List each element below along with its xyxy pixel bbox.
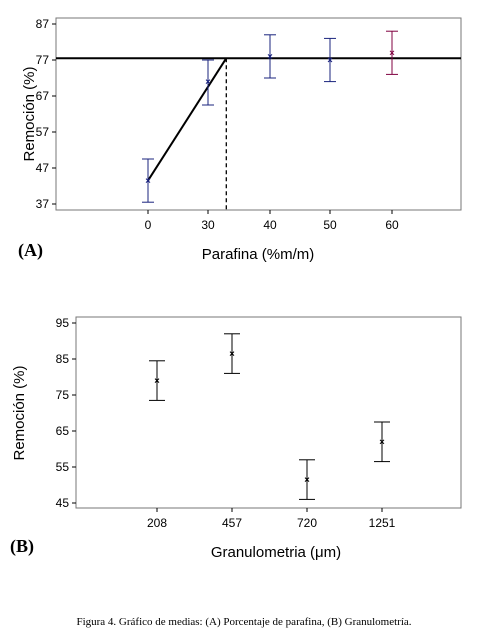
chart-a-panel-label: (A) bbox=[18, 240, 43, 261]
chart-a-ytick-label: 87 bbox=[36, 17, 50, 31]
chart-b-mean-marker bbox=[229, 351, 235, 356]
chart-a-plot-area bbox=[55, 17, 462, 211]
chart-b-xlabel: Granulometria (μm) bbox=[211, 544, 341, 561]
chart-a-ytick-label: 37 bbox=[36, 197, 50, 211]
chart-a-xtick-label: 40 bbox=[263, 218, 277, 232]
chart-a-ytick-label: 67 bbox=[36, 89, 50, 103]
chart-b-xtick-label: 720 bbox=[297, 516, 317, 530]
chart-a-xlabel: Parafina (%m/m) bbox=[202, 246, 315, 263]
chart-a-ylabel: Remoción (%) bbox=[21, 66, 38, 161]
chart-a-mean-marker bbox=[327, 57, 333, 63]
chart-a-mean-marker bbox=[145, 178, 151, 183]
chart-b-ytick-label: 85 bbox=[56, 352, 70, 366]
chart-a-errorbar bbox=[202, 59, 214, 106]
chart-b-mean-marker bbox=[304, 477, 310, 482]
chart-b-plot-area bbox=[75, 316, 462, 509]
chart-a-mean-marker bbox=[389, 50, 395, 56]
chart-b-xtick-label: 457 bbox=[222, 516, 242, 530]
chart-a-mean-marker bbox=[205, 79, 211, 84]
chart-b-ytick-label: 95 bbox=[56, 316, 70, 330]
chart-a-ytick-label: 77 bbox=[36, 53, 50, 67]
chart-b-ytick-label: 45 bbox=[56, 496, 70, 510]
chart-a-xtick-label: 0 bbox=[145, 218, 152, 232]
chart-a-xtick-label: 50 bbox=[323, 218, 337, 232]
chart-b-ytick-label: 65 bbox=[56, 424, 70, 438]
chart-b-xtick-label: 208 bbox=[147, 516, 167, 530]
chart-a-xtick-label: 30 bbox=[201, 218, 215, 232]
chart-a-ytick-label: 57 bbox=[36, 125, 50, 139]
chart-b-ylabel: Remoción (%) bbox=[11, 365, 28, 460]
chart-b-ytick-label: 55 bbox=[56, 460, 70, 474]
chart-b-xtick-label: 1251 bbox=[369, 516, 396, 530]
chart-b-panel-label: (B) bbox=[10, 536, 34, 557]
chart-b-mean-marker bbox=[154, 378, 160, 383]
chart-a-ytick-label: 47 bbox=[36, 161, 50, 175]
chart-a-xtick-label: 60 bbox=[385, 218, 399, 232]
chart-a-fit-slope bbox=[147, 57, 228, 182]
chart-a: 37 47 57 67 77 87 0 30 40 50 60 Remoción (%) Para… bbox=[18, 17, 462, 263]
chart-a-mean-marker bbox=[267, 54, 273, 59]
figure-caption: Figura 4. Gráfico de medias: (A) Porcent… bbox=[76, 616, 411, 628]
chart-b-mean-marker bbox=[379, 439, 385, 445]
chart-b-ytick-label: 75 bbox=[56, 388, 70, 402]
